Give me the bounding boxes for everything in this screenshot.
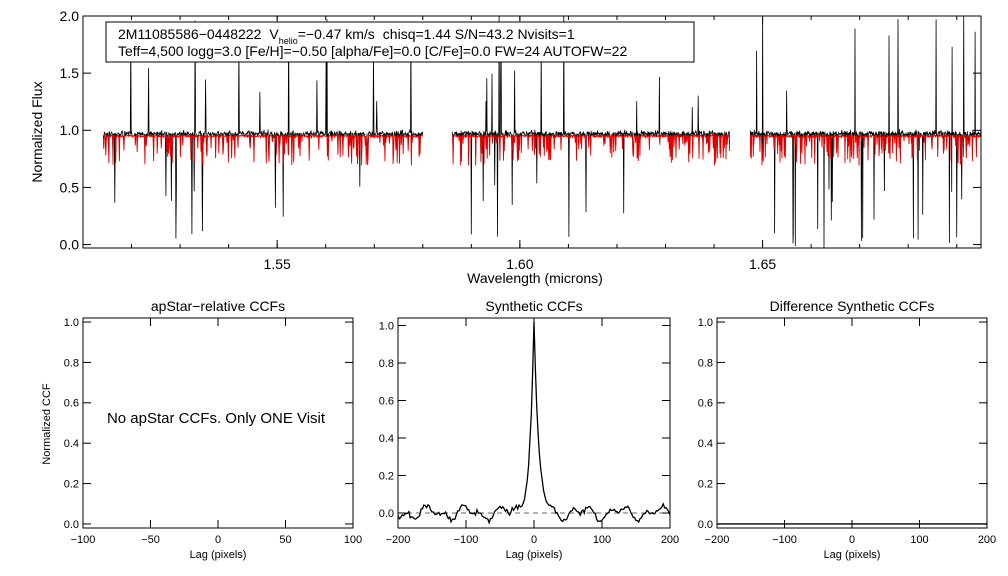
apstar-ccf-ytick-label: 0.4 (64, 438, 79, 450)
difference-ccf-ytick-label: 0.8 (698, 357, 713, 369)
difference-ccf-xtick-label: −100 (772, 534, 797, 546)
synthetic-ccf-panel: −200 −100 0 100 200 0.0 0.2 0.4 0.6 0.8 1.0 Synthe… (379, 298, 679, 561)
spectrum-ytick-label: 2.0 (60, 8, 80, 24)
apstar-ccf-ytick-label: 1.0 (64, 317, 79, 329)
apstar-ccf-xtick-label: −100 (71, 534, 96, 546)
difference-ccf-ytick-label: 0.0 (698, 519, 713, 531)
spectrum-xtick-label: 1.55 (264, 256, 291, 272)
model-spectrum-chip-3 (749, 132, 981, 166)
spectrum-ytick-label: 0.0 (60, 236, 80, 252)
synthetic-ccf-ytick-label: 0.6 (379, 395, 394, 407)
apstar-ccf-ytick-label: 0.8 (64, 357, 79, 369)
synthetic-ccf-lines (398, 321, 670, 525)
apstar-ccf-xtick-label: 100 (344, 534, 362, 546)
apstar-ccf-ylabel: Normalized CCF (41, 383, 53, 465)
apstar-ccf-ytick-label: 0.6 (64, 398, 79, 410)
synthetic-ccf-ytick-label: 0.2 (379, 470, 394, 482)
observed-spectrum-chip-3 (749, 16, 981, 248)
legend-stats: chisq=1.44 S/N=43.2 Nvisits=1 (383, 26, 575, 42)
spectrum-ylabel: Normalized Flux (29, 81, 45, 182)
spectrum-ticks: 1.55 1.60 1.65 0.0 0.5 1.0 1.5 2.0 (60, 8, 981, 272)
synthetic-ccf-xtick-label: −100 (454, 534, 479, 546)
apstar-ccf-ticks: −100 −50 0 50 100 0.0 0.2 0.4 0.6 0.8 1.0 (64, 317, 362, 546)
spectrum-xtick-label: 1.65 (749, 256, 776, 272)
apstar-ccf-xlabel: Lag (pixels) (190, 549, 247, 561)
spectrum-lines (102, 16, 981, 248)
difference-ccf-xtick-label: −200 (705, 534, 730, 546)
difference-ccf-panel: −200 −100 0 100 200 0.0 0.2 0.4 0.6 0.8 1.0 Differ… (698, 298, 996, 561)
difference-ccf-frame (716, 317, 988, 529)
model-spectrum-chip-2 (451, 132, 731, 166)
spectrum-xtick-label: 1.60 (506, 256, 533, 272)
apstar-ccf-annotation: No apStar CCFs. Only ONE Visit (107, 410, 326, 427)
apstar-ccf-xtick-label: −50 (141, 534, 160, 546)
difference-ccf-ticks: −200 −100 0 100 200 0.0 0.2 0.4 0.6 0.8 1.0 (698, 317, 996, 546)
spectrum-panel: 1.55 1.60 1.65 0.0 0.5 1.0 1.5 2.0 Wavelength (… (29, 8, 982, 286)
synthetic-ccf-xlabel: Lag (pixels) (506, 549, 563, 561)
difference-ccf-xtick-label: 100 (910, 534, 928, 546)
synthetic-ccf-ticks: −200 −100 0 100 200 0.0 0.2 0.4 0.6 0.8 1.0 (379, 318, 679, 546)
spectrum-xlabel: Wavelength (microns) (467, 270, 603, 286)
apstar-ccf-title: apStar−relative CCFs (151, 298, 285, 314)
spectrum-ytick-label: 0.5 (60, 179, 80, 195)
difference-ccf-ytick-label: 0.2 (698, 478, 713, 490)
legend-box (105, 21, 695, 63)
synthetic-ccf-xtick-label: 0 (531, 534, 537, 546)
spectrum-frame (82, 15, 982, 249)
spectrum-ytick-label: 1.0 (60, 122, 80, 138)
apstar-ccf-panel: −100 −50 0 50 100 0.0 0.2 0.4 0.6 0.8 1.0 apStar−r… (41, 298, 362, 561)
spectrum-ytick-label: 1.5 (60, 65, 80, 81)
difference-ccf-ytick-label: 0.4 (698, 438, 713, 450)
difference-ccf-xtick-label: 0 (849, 534, 855, 546)
legend-v-sub: helio (279, 36, 298, 46)
apstar-ccf-ytick-label: 0.0 (64, 519, 79, 531)
apstar-ccf-xtick-label: 50 (279, 534, 291, 546)
difference-ccf-title: Difference Synthetic CCFs (770, 298, 935, 314)
difference-ccf-ytick-label: 0.6 (698, 398, 713, 410)
difference-ccf-ytick-label: 1.0 (698, 317, 713, 329)
legend-line-2: Teff=4,500 logg=3.0 [Fe/H]=−0.50 [alpha/… (118, 43, 627, 59)
difference-ccf-xlabel: Lag (pixels) (824, 549, 881, 561)
legend-v-value: =−0.47 km/s (298, 26, 375, 42)
model-spectrum-chip-1 (102, 132, 424, 166)
synthetic-ccf-title: Synthetic CCFs (485, 298, 582, 314)
synthetic-ccf-frame (397, 317, 671, 529)
legend-line-1: 2M11085586−0448222 Vhelio=−0.47 km/s chisq… (118, 26, 575, 46)
synthetic-ccf-xtick-label: 200 (661, 534, 679, 546)
apstar-ccf-xtick-label: 0 (215, 534, 221, 546)
synthetic-ccf-curve (398, 321, 670, 525)
legend-star-id: 2M11085586−0448222 (118, 26, 262, 42)
difference-ccf-xtick-label: 200 (978, 534, 996, 546)
spectrum-legend: 2M11085586−0448222 Vhelio=−0.47 km/s chisq… (105, 21, 695, 63)
synthetic-ccf-ytick-label: 1.0 (379, 320, 394, 332)
synthetic-ccf-ytick-label: 0.4 (379, 433, 394, 445)
synthetic-ccf-ytick-label: 0.0 (379, 508, 394, 520)
legend-v-label: V (269, 26, 279, 42)
synthetic-ccf-ytick-label: 0.8 (379, 358, 394, 370)
synthetic-ccf-xtick-label: −200 (386, 534, 411, 546)
apstar-ccf-ytick-label: 0.2 (64, 478, 79, 490)
synthetic-ccf-xtick-label: 100 (593, 534, 611, 546)
